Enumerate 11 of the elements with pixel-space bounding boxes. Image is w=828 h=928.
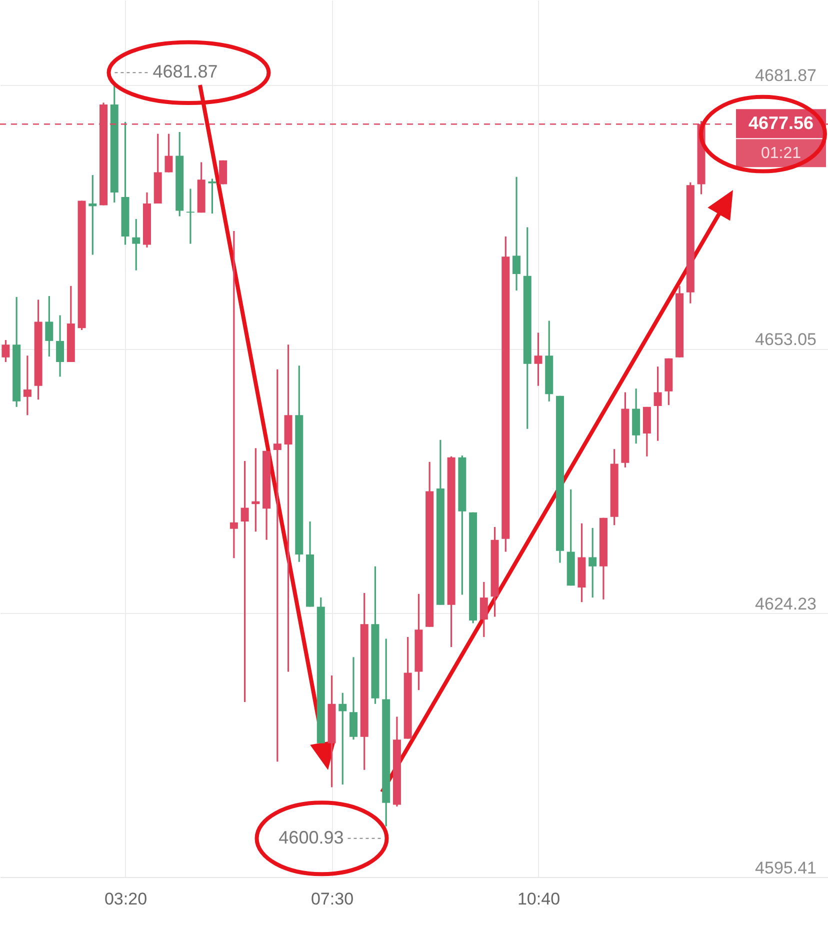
x-tick-label: 03:20 <box>104 890 148 908</box>
x-tick-label: 10:40 <box>517 890 560 908</box>
annotation: 4600.93 <box>278 827 344 848</box>
y-tick-label: 4624.23 <box>755 594 816 614</box>
x-tick-label: 07:30 <box>310 890 354 908</box>
y-tick-label: 4681.87 <box>755 66 816 86</box>
annotation: 4681.87 <box>152 62 218 82</box>
y-tick-label: 4595.41 <box>755 858 816 878</box>
text: 01:21 <box>760 145 802 162</box>
y-tick-label: 4653.05 <box>755 330 816 350</box>
ref-line-label: 4677.56 <box>748 113 814 134</box>
